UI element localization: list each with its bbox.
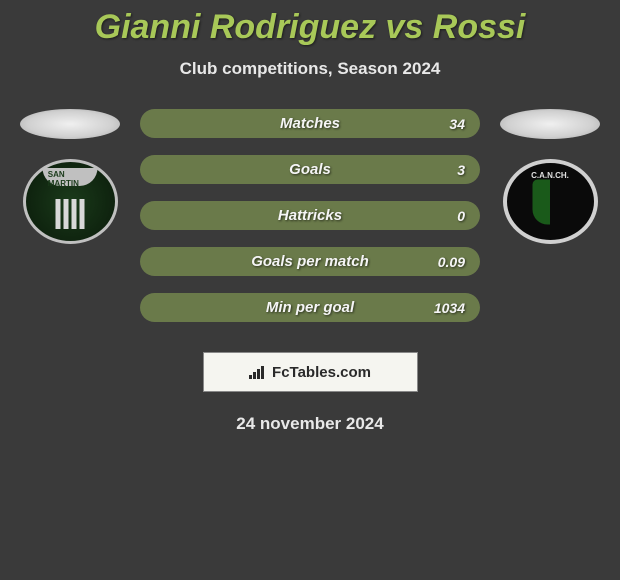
stat-bar-hattricks: Hattricks 0 xyxy=(140,201,480,230)
badge-left-stripes xyxy=(56,199,85,229)
stat-label: Matches xyxy=(280,115,340,132)
stat-value-right: 0 xyxy=(457,208,465,224)
stat-label: Min per goal xyxy=(266,299,354,316)
stat-label: Hattricks xyxy=(278,207,342,224)
stat-value-right: 34 xyxy=(449,116,465,132)
page-title: Gianni Rodriguez vs Rossi xyxy=(0,8,620,47)
player-right-column: C.A.N.CH. xyxy=(500,109,600,244)
stat-value-right: 3 xyxy=(457,162,465,178)
stat-bar-goals-per-match: Goals per match 0.09 xyxy=(140,247,480,276)
chart-icon xyxy=(249,365,267,379)
stat-label: Goals xyxy=(289,161,331,178)
stat-bar-matches: Matches 34 xyxy=(140,109,480,138)
subtitle: Club competitions, Season 2024 xyxy=(0,59,620,79)
stats-column: Matches 34 Goals 3 Hattricks 0 Goals per… xyxy=(140,109,480,322)
club-badge-left: SAN MARTIN xyxy=(23,159,118,244)
stat-label: Goals per match xyxy=(251,253,369,270)
brand-text: FcTables.com xyxy=(272,364,371,381)
club-left-name: SAN MARTIN xyxy=(48,170,93,188)
brand-box: FcTables.com xyxy=(203,352,418,392)
club-badge-right: C.A.N.CH. xyxy=(503,159,598,244)
main-content: SAN MARTIN Matches 34 Goals 3 Hattricks … xyxy=(0,109,620,322)
stat-bar-min-per-goal: Min per goal 1034 xyxy=(140,293,480,322)
club-right-name: C.A.N.CH. xyxy=(507,171,594,180)
date-text: 24 november 2024 xyxy=(0,414,620,434)
player-left-column: SAN MARTIN xyxy=(20,109,120,244)
stat-bar-goals: Goals 3 xyxy=(140,155,480,184)
stat-value-right: 0.09 xyxy=(438,254,465,270)
player-right-photo xyxy=(500,109,600,139)
infographic-container: Gianni Rodriguez vs Rossi Club competiti… xyxy=(0,0,620,434)
stat-value-right: 1034 xyxy=(434,300,465,316)
player-left-photo xyxy=(20,109,120,139)
